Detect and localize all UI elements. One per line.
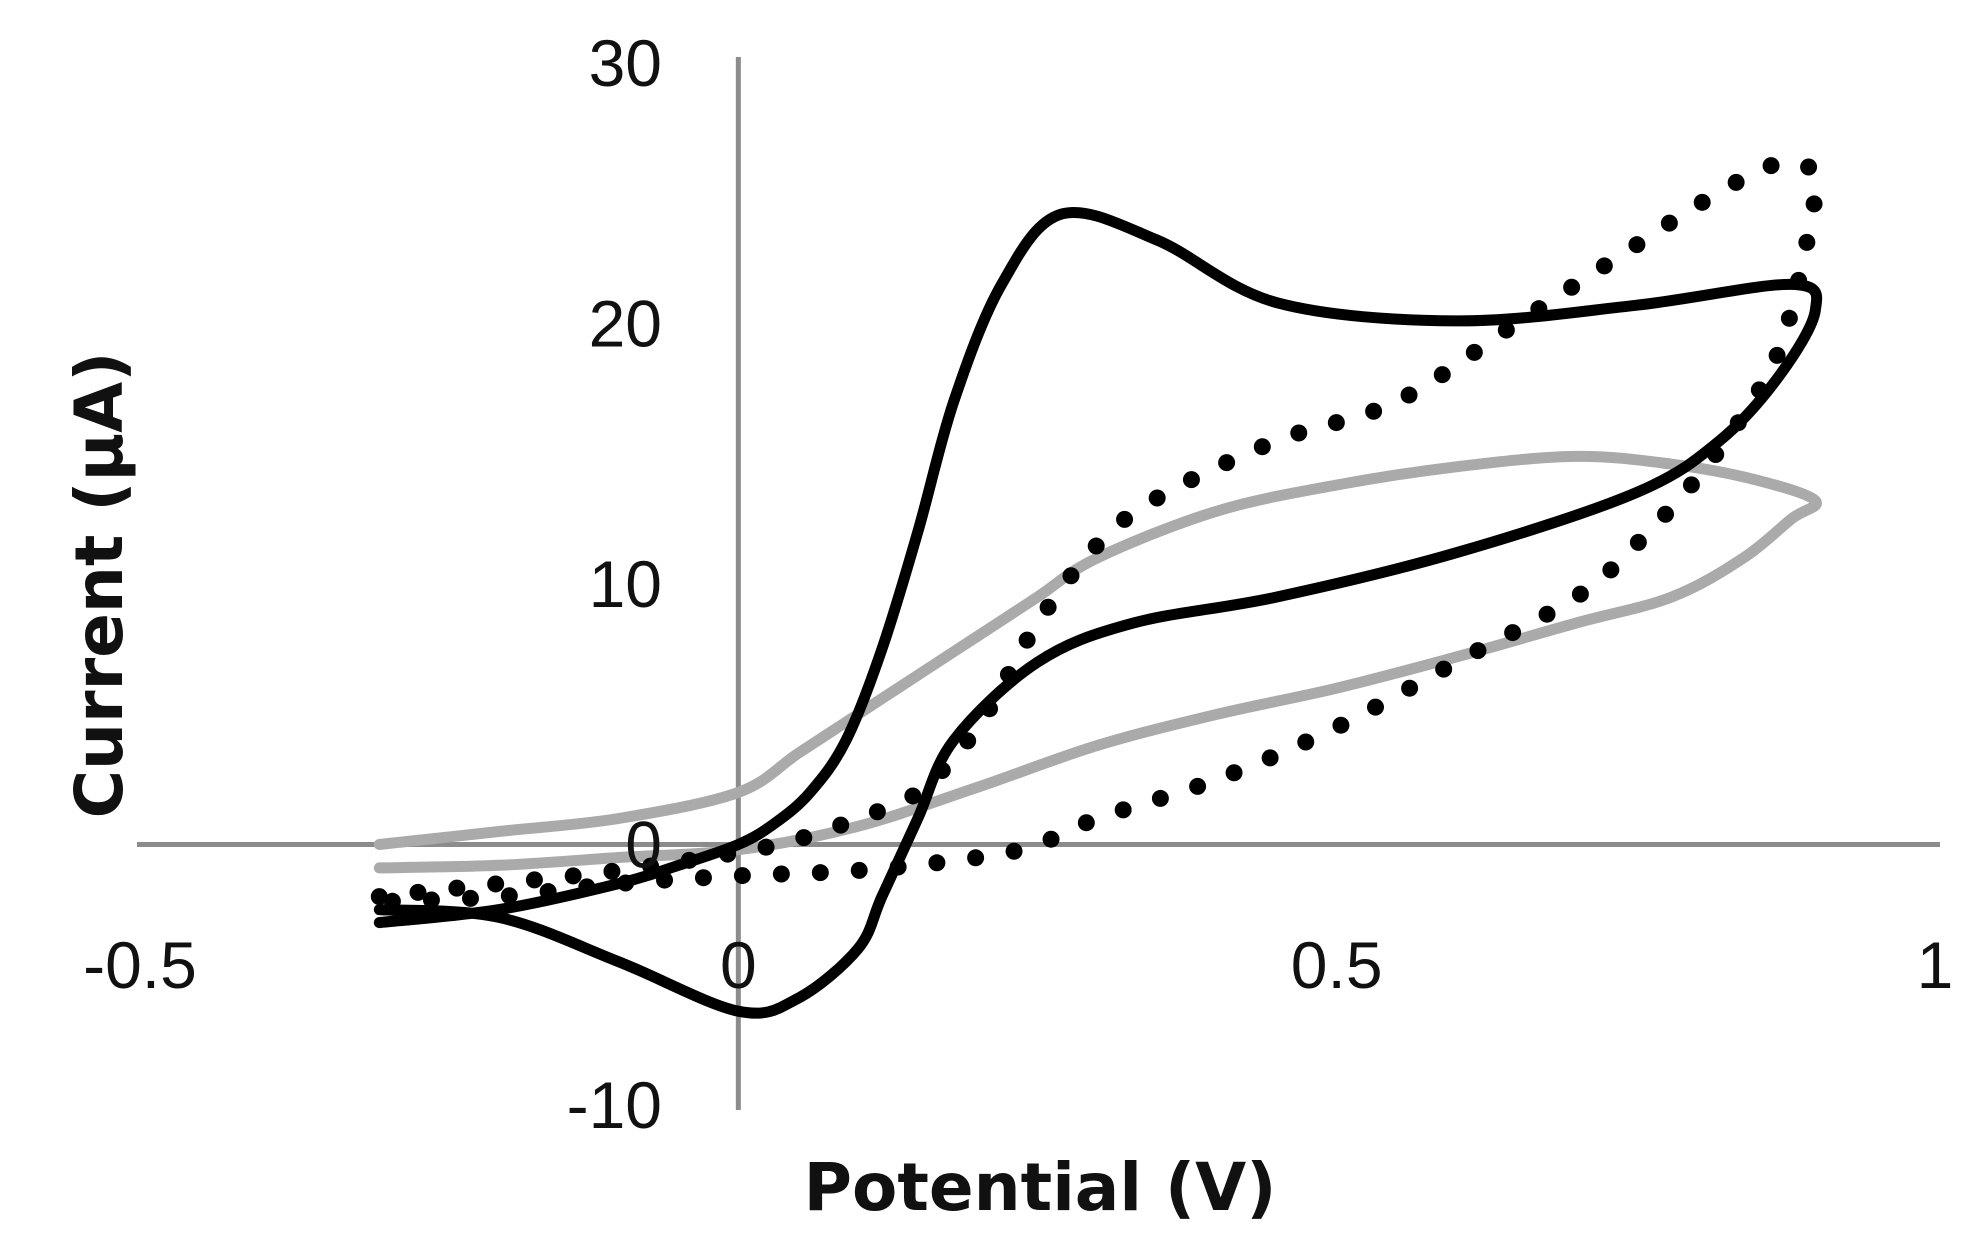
y-tick-label: 0 <box>625 808 662 882</box>
series-layer <box>370 153 1825 1019</box>
x-tick-label: 0.5 <box>1291 928 1383 1002</box>
series-gray-curve <box>373 450 1822 874</box>
y-tick-label: -10 <box>567 1068 662 1142</box>
y-tick-label: 20 <box>589 287 662 361</box>
y-axis-title: Current (μA) <box>61 352 138 819</box>
x-tick-label: -0.5 <box>83 928 197 1002</box>
axes <box>137 57 1940 1110</box>
tick-labels: -0.5 0 0.5 1 30 20 10 0 -10 <box>83 26 1953 1142</box>
x-tick-label: 0 <box>720 928 757 1002</box>
series-dotted-black-curve <box>370 153 1825 911</box>
x-axis-title: Potential (V) <box>804 1149 1277 1226</box>
y-tick-label: 10 <box>589 547 662 621</box>
x-tick-label: 1 <box>1917 928 1954 1002</box>
y-tick-label: 30 <box>589 26 662 100</box>
